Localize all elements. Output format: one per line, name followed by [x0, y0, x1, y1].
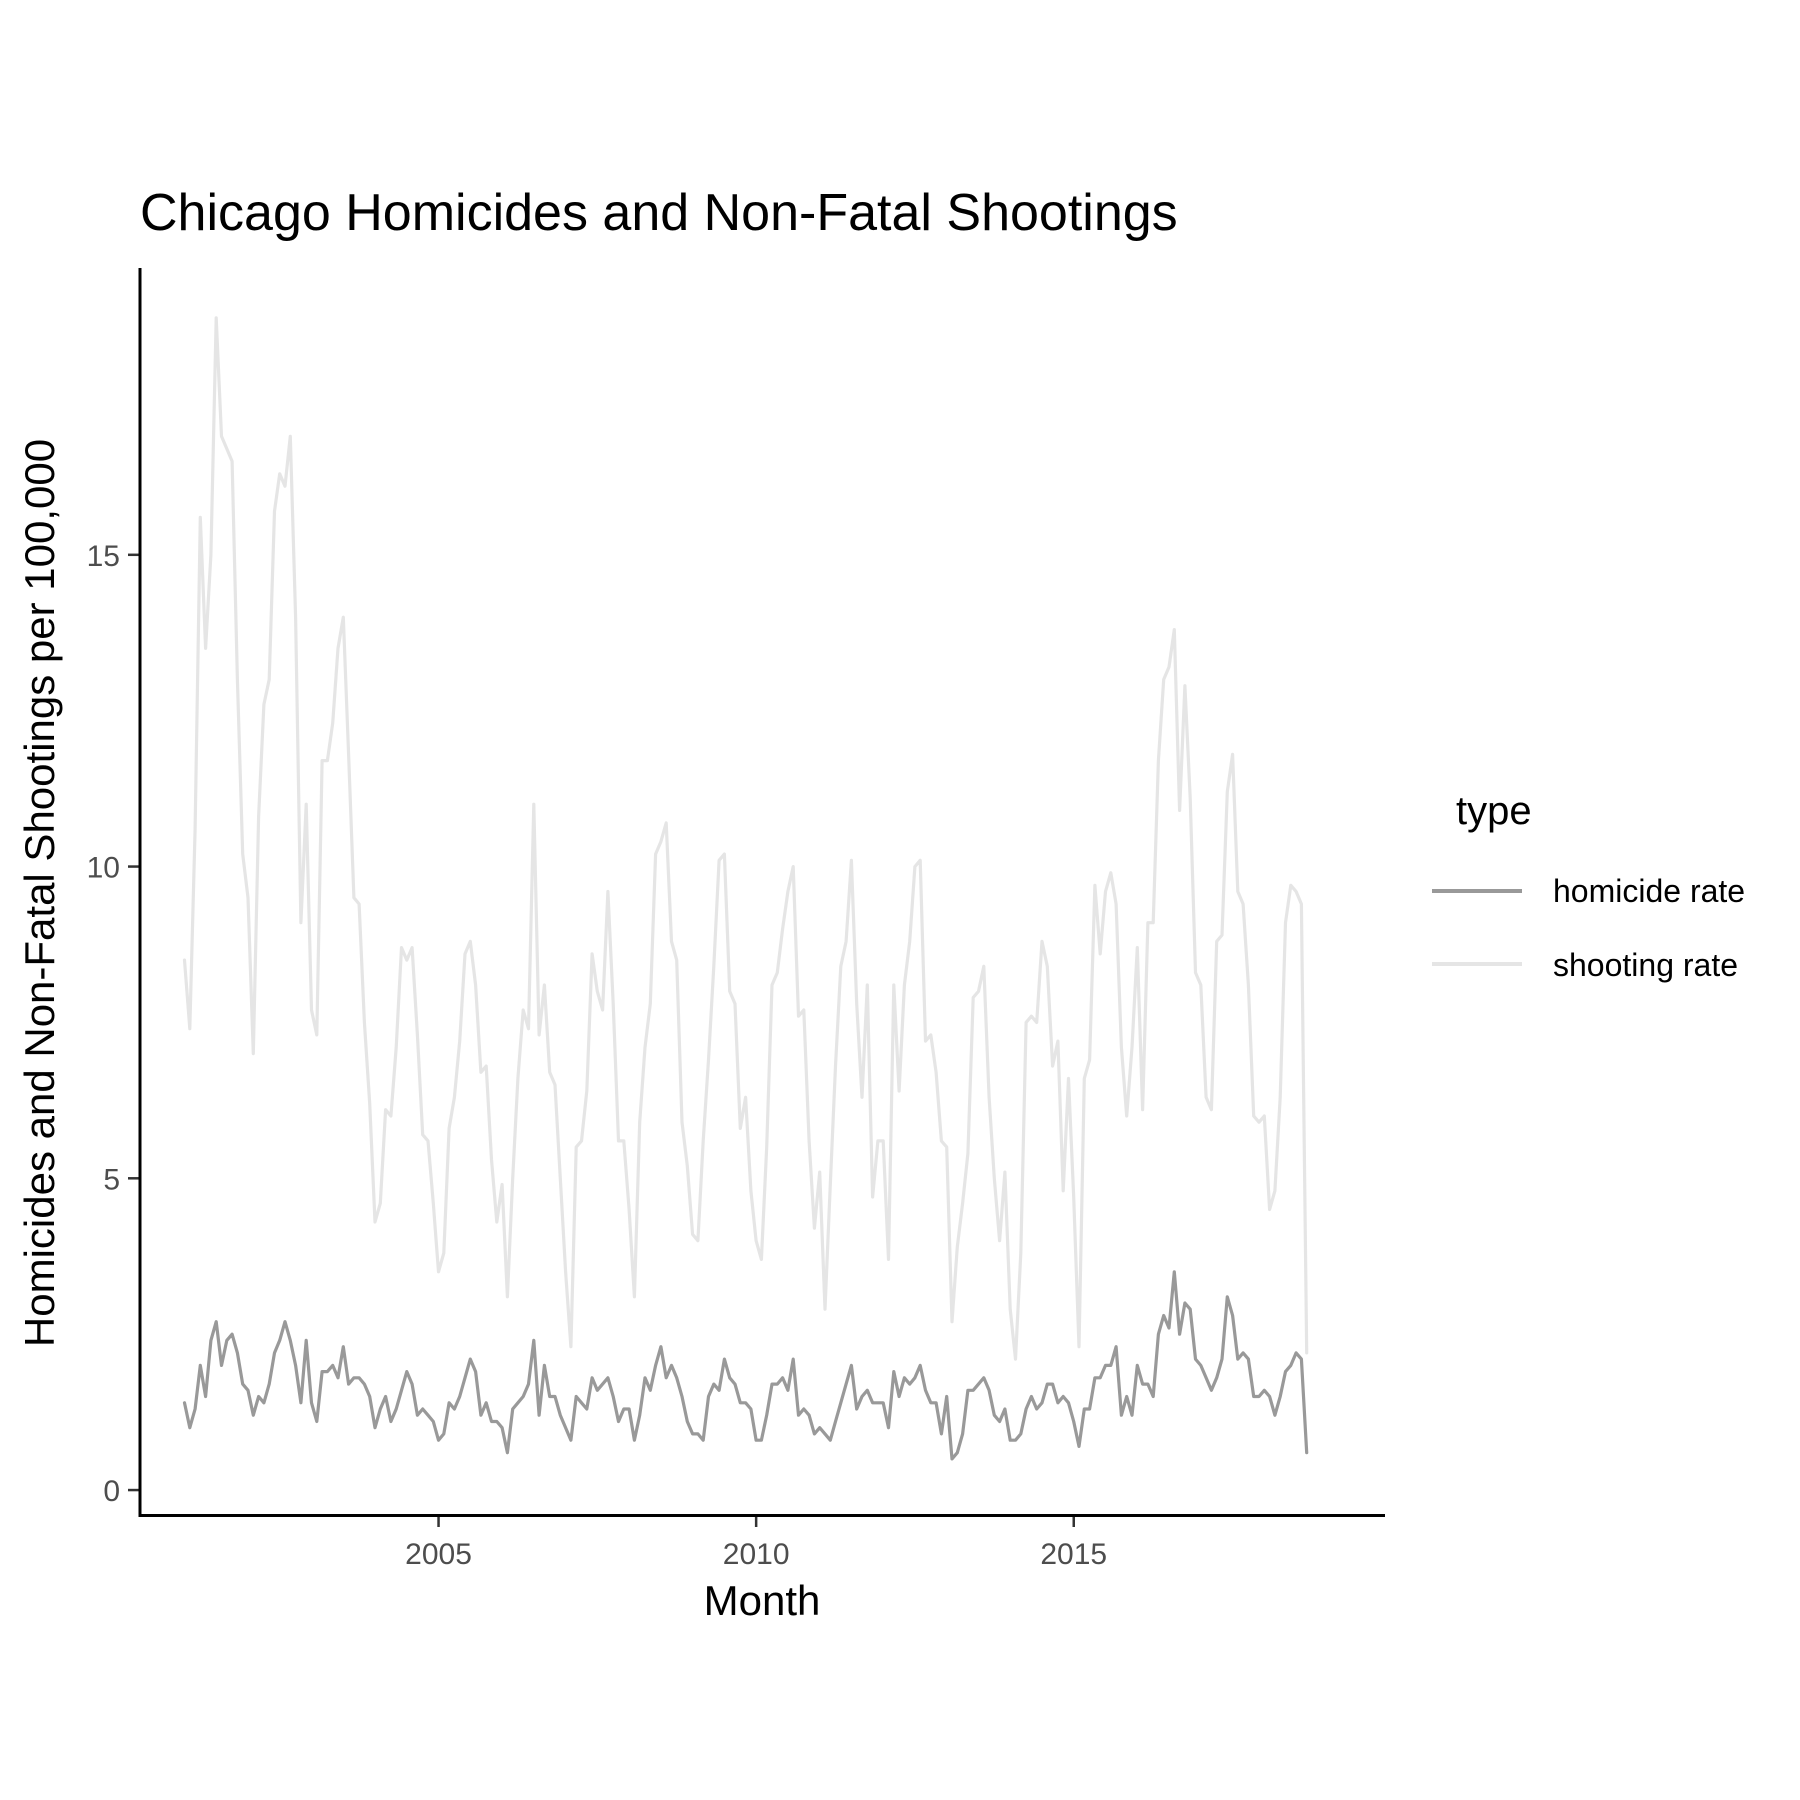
x-tick-label: 2010 — [723, 1538, 790, 1571]
legend-label-shooting-rate: shooting rate — [1553, 947, 1738, 983]
y-axis-title: Homicides and Non-Fatal Shootings per 10… — [16, 439, 63, 1347]
x-axis-title: Month — [704, 1577, 821, 1624]
legend: type homicide rate shooting rate — [1432, 789, 1745, 983]
legend-title: type — [1456, 789, 1532, 833]
x-axis-ticks: 2005 2010 2015 — [405, 1515, 1107, 1571]
y-tick-label: 10 — [87, 852, 120, 885]
chart-title: Chicago Homicides and Non-Fatal Shooting… — [140, 184, 1178, 242]
y-axis-ticks: 0 5 10 15 — [87, 540, 140, 1508]
series-lines — [182, 316, 1309, 1461]
series-line-shooting-rate — [182, 316, 1309, 1361]
y-tick-label: 5 — [103, 1163, 120, 1196]
y-tick-label: 15 — [87, 540, 120, 573]
series-line-homicide-rate — [182, 1270, 1309, 1461]
legend-label-homicide-rate: homicide rate — [1553, 873, 1745, 909]
x-tick-label: 2005 — [405, 1538, 472, 1571]
x-tick-label: 2015 — [1040, 1538, 1107, 1571]
y-tick-label: 0 — [103, 1475, 120, 1508]
